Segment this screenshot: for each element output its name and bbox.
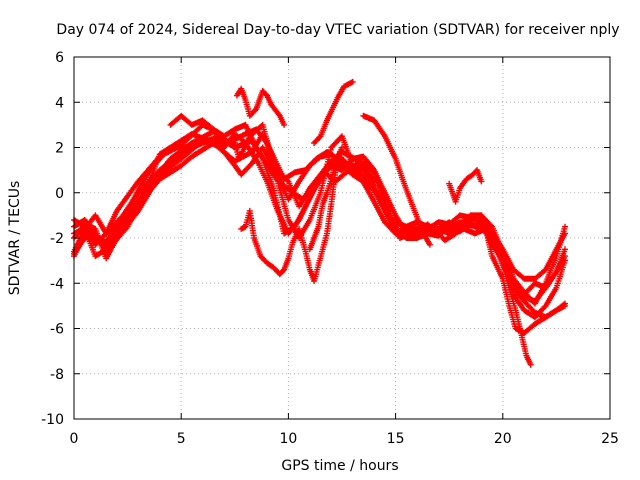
marker-path bbox=[306, 144, 345, 253]
marker-path bbox=[489, 230, 568, 282]
series-track-12 bbox=[360, 112, 433, 248]
x-tick-label: 15 bbox=[387, 431, 405, 447]
series-track-13 bbox=[446, 167, 485, 205]
series-track-15 bbox=[489, 230, 568, 282]
marker-path bbox=[238, 149, 343, 284]
x-axis-title: GPS time / hours bbox=[281, 458, 398, 474]
marker-path bbox=[167, 112, 228, 142]
series-track-10 bbox=[238, 149, 343, 284]
y-tick-label: -4 bbox=[50, 276, 64, 292]
axes: 0 5 10 15 20 25 -10 -8 -6 -4 -2 0 2 4 6 bbox=[41, 50, 619, 447]
y-tick-label: 0 bbox=[55, 186, 64, 202]
x-tick-label: 20 bbox=[494, 431, 512, 447]
y-tick-label: -10 bbox=[41, 412, 64, 428]
y-tick-label: -2 bbox=[50, 231, 64, 247]
marker-path bbox=[446, 167, 485, 205]
y-tick-label: 2 bbox=[55, 141, 64, 157]
marker-path bbox=[360, 112, 433, 248]
y-tick-label: 4 bbox=[55, 95, 64, 111]
y-tick-label: -8 bbox=[50, 367, 64, 383]
series-track-11 bbox=[311, 78, 356, 146]
marker-path bbox=[233, 85, 288, 128]
y-tick-label: 6 bbox=[55, 50, 64, 66]
chart-title: Day 074 of 2024, Sidereal Day-to-day VTE… bbox=[56, 22, 619, 38]
y-axis-title: SDTVAR / TECUs bbox=[7, 181, 23, 296]
series-track-14 bbox=[306, 144, 345, 253]
x-tick-label: 25 bbox=[601, 431, 619, 447]
x-tick-label: 10 bbox=[279, 431, 297, 447]
x-tick-label: 5 bbox=[177, 431, 186, 447]
y-tick-label: -6 bbox=[50, 322, 64, 338]
marker-path bbox=[311, 78, 356, 146]
series-track-9 bbox=[233, 85, 288, 128]
x-tick-label: 0 bbox=[70, 431, 79, 447]
series-track-8 bbox=[167, 112, 228, 142]
